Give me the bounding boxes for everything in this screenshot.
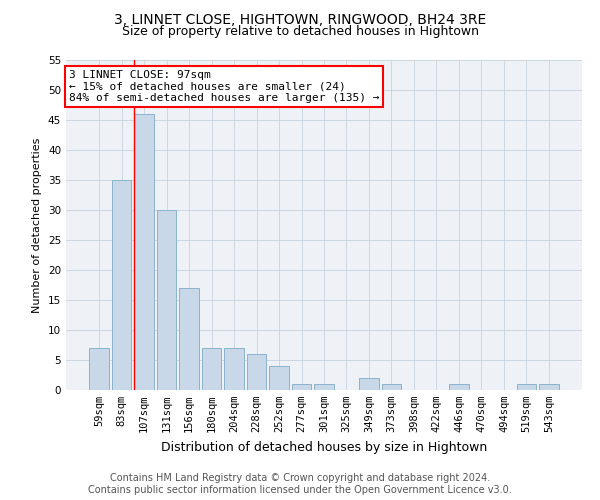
Bar — [449, 384, 469, 390]
Bar — [382, 384, 401, 390]
Text: 3 LINNET CLOSE: 97sqm
← 15% of detached houses are smaller (24)
84% of semi-deta: 3 LINNET CLOSE: 97sqm ← 15% of detached … — [68, 70, 379, 103]
Y-axis label: Number of detached properties: Number of detached properties — [32, 138, 43, 312]
Text: Size of property relative to detached houses in Hightown: Size of property relative to detached ho… — [121, 25, 479, 38]
Bar — [269, 366, 289, 390]
Bar — [134, 114, 154, 390]
Text: 3, LINNET CLOSE, HIGHTOWN, RINGWOOD, BH24 3RE: 3, LINNET CLOSE, HIGHTOWN, RINGWOOD, BH2… — [114, 12, 486, 26]
Text: Contains HM Land Registry data © Crown copyright and database right 2024.
Contai: Contains HM Land Registry data © Crown c… — [88, 474, 512, 495]
Bar — [247, 354, 266, 390]
X-axis label: Distribution of detached houses by size in Hightown: Distribution of detached houses by size … — [161, 440, 487, 454]
Bar — [292, 384, 311, 390]
Bar — [224, 348, 244, 390]
Bar — [112, 180, 131, 390]
Bar — [517, 384, 536, 390]
Bar — [359, 378, 379, 390]
Bar — [89, 348, 109, 390]
Bar — [539, 384, 559, 390]
Bar — [179, 288, 199, 390]
Bar — [202, 348, 221, 390]
Bar — [157, 210, 176, 390]
Bar — [314, 384, 334, 390]
